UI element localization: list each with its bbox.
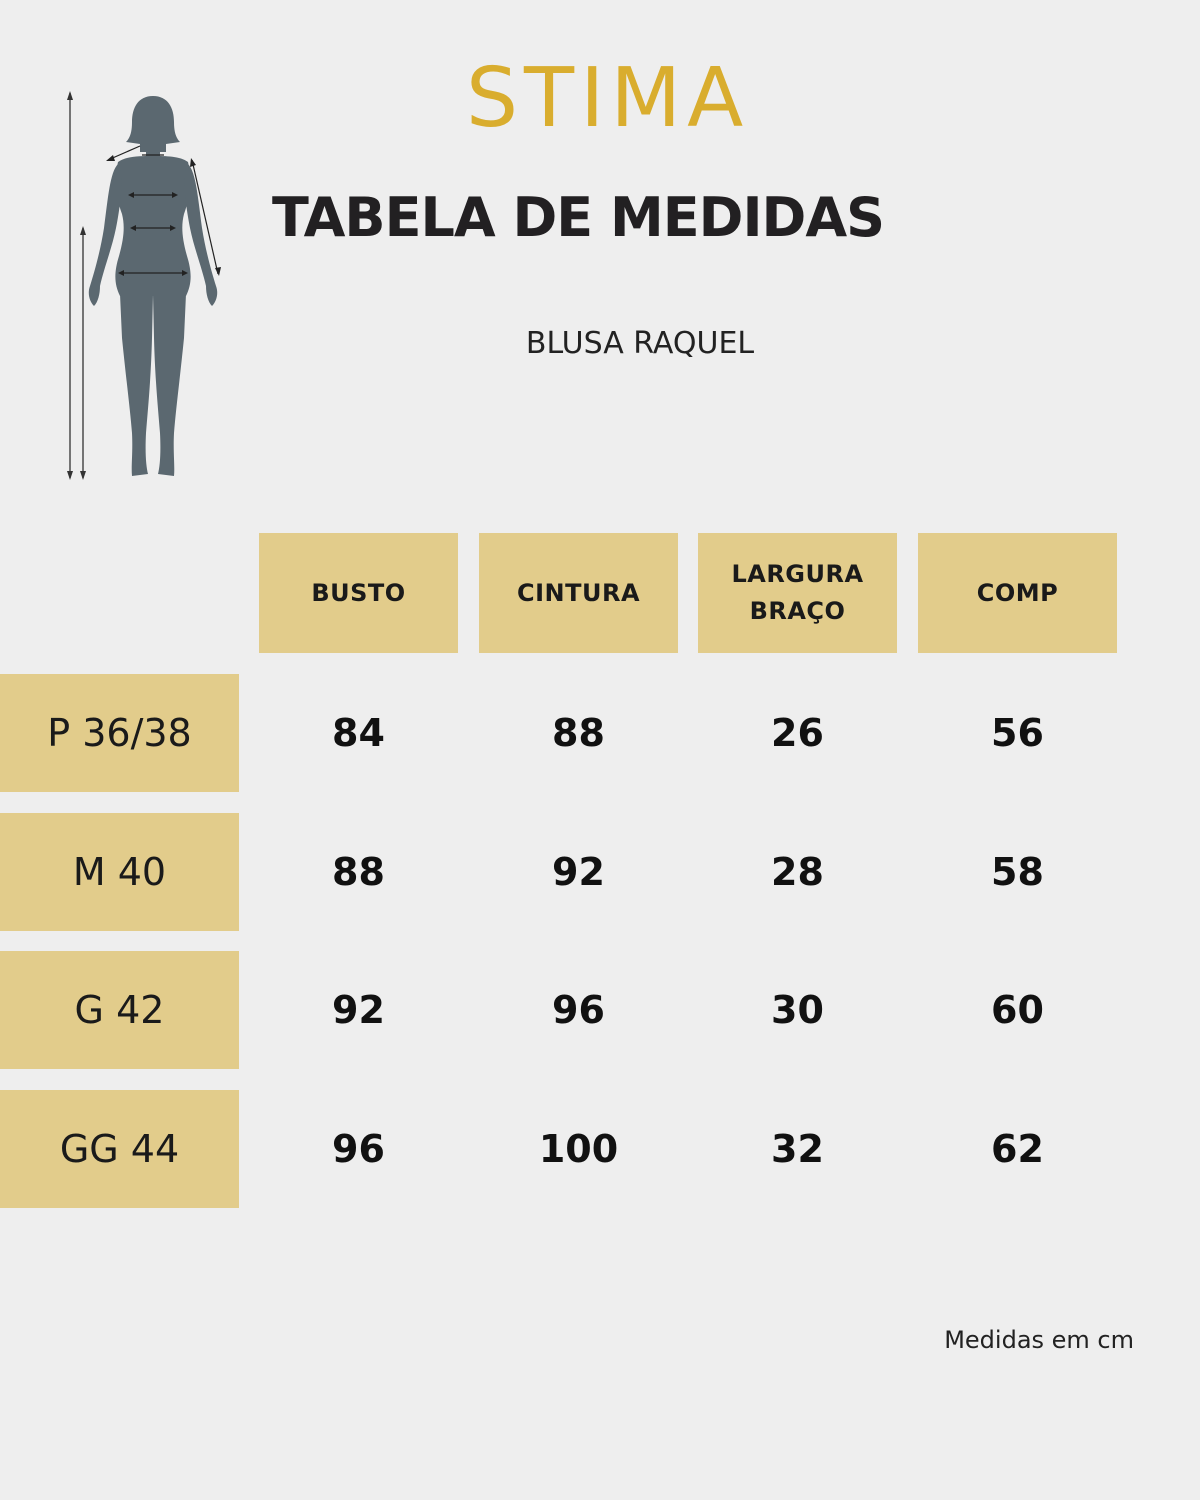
- table-cell-comp: 56: [991, 711, 1044, 755]
- column-header-label: COMP: [976, 578, 1059, 607]
- column-header-label: LARGURA BRAÇO: [731, 560, 864, 625]
- brand-logo: STIMA: [466, 51, 750, 146]
- table-cell-busto: 84: [332, 711, 385, 755]
- column-header-label: BUSTO: [311, 578, 406, 607]
- row-size-label: G 42: [0, 951, 239, 1069]
- table-cell-largura-braco: 28: [771, 850, 824, 894]
- product-name: BLUSA RAQUEL: [525, 326, 755, 361]
- table-cell-comp: 62: [991, 1127, 1044, 1171]
- table-cell-cintura: 88: [552, 711, 605, 755]
- table-cell-cintura: 100: [538, 1127, 619, 1171]
- page-title: TABELA DE MEDIDAS: [272, 186, 885, 249]
- table-cell-largura-braco: 30: [771, 988, 824, 1032]
- column-header-cintura: CINTURA: [479, 533, 678, 653]
- column-header-busto: BUSTO: [259, 533, 458, 653]
- table-cell-cintura: 92: [552, 850, 605, 894]
- table-cell-busto: 92: [332, 988, 385, 1032]
- row-size-label: M 40: [0, 813, 239, 931]
- column-header-largura-braco: LARGURA BRAÇO: [698, 533, 897, 653]
- body-measurement-figure-icon: [60, 88, 230, 483]
- table-cell-cintura: 96: [552, 988, 605, 1032]
- table-cell-largura-braco: 26: [771, 711, 824, 755]
- table-cell-busto: 96: [332, 1127, 385, 1171]
- table-cell-comp: 58: [991, 850, 1044, 894]
- row-size-label: GG 44: [0, 1090, 239, 1208]
- column-header-comp: COMP: [918, 533, 1117, 653]
- units-footnote: Medidas em cm: [944, 1326, 1134, 1354]
- table-cell-busto: 88: [332, 850, 385, 894]
- row-size-label: P 36/38: [0, 674, 239, 792]
- column-header-label: CINTURA: [516, 578, 641, 607]
- table-cell-comp: 60: [991, 988, 1044, 1032]
- table-cell-largura-braco: 32: [771, 1127, 824, 1171]
